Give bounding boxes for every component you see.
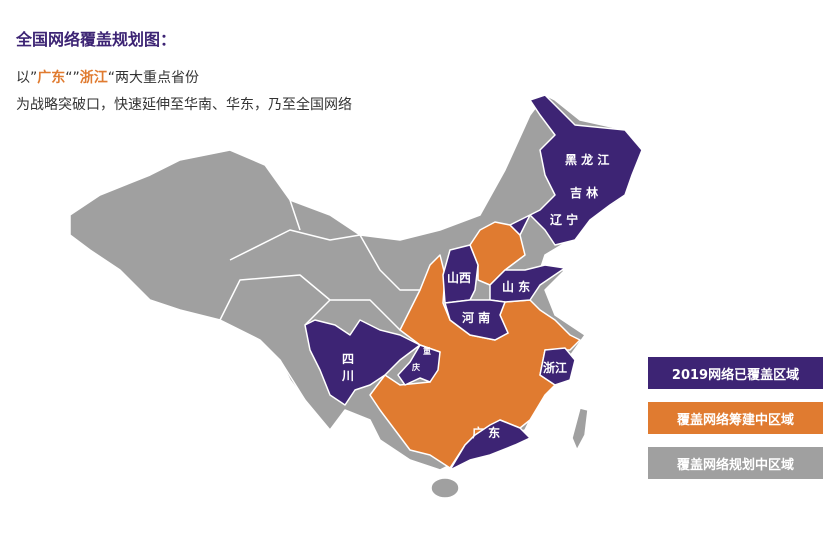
region-covered-henan	[444, 299, 509, 341]
region-covered-zhejiang	[539, 347, 576, 386]
intro-line-2: 为战略突破口，快速延伸至华南、华东，乃至全国网络	[16, 97, 352, 113]
region-covered-guangdong	[449, 419, 531, 471]
legend-planned: 覆盖网络规划中区域	[648, 447, 823, 479]
region-hainan	[430, 477, 460, 499]
region-covered-northeast	[509, 94, 643, 246]
label-guangdong: 广 东	[472, 425, 500, 440]
label-zhejiang: 浙江	[543, 360, 567, 375]
legend-building: 覆盖网络筹建中区域	[648, 402, 823, 434]
label-shandong: 山 东	[502, 279, 530, 294]
intro-prefix: 以”	[16, 70, 38, 86]
label-shanxi: 山西	[447, 270, 471, 285]
label-jilin: 吉 林	[570, 185, 598, 200]
label-henan: 河 南	[461, 310, 490, 325]
region-covered-chongqing	[397, 344, 441, 386]
highlight-guangdong: 广东	[37, 70, 66, 86]
label-chongqing-1: 重	[423, 346, 431, 356]
label-sichuan-2: 川	[341, 369, 354, 383]
label-chongqing-2: 庆	[411, 362, 420, 372]
label-sichuan-1: 四	[342, 352, 354, 366]
highlight-zhejiang: 浙江	[79, 70, 108, 86]
province-borders	[219, 199, 420, 401]
label-liaoning: 辽 宁	[550, 212, 578, 227]
legend-covered: 2019网络已覆盖区域	[648, 357, 823, 389]
intro-suffix: “两大重点省份	[107, 70, 200, 86]
region-covered-shanxi	[442, 244, 479, 304]
region-building-hebei	[469, 221, 526, 286]
intro-line-1: 以”广东“”浙江“两大重点省份	[16, 67, 199, 87]
region-covered-sichuan	[304, 319, 421, 406]
intro-mid: “”	[65, 70, 80, 86]
label-heilongjiang: 黑 龙 江	[565, 152, 609, 167]
region-taiwan	[571, 407, 589, 451]
page-title: 全国网络覆盖规划图：	[16, 30, 177, 49]
